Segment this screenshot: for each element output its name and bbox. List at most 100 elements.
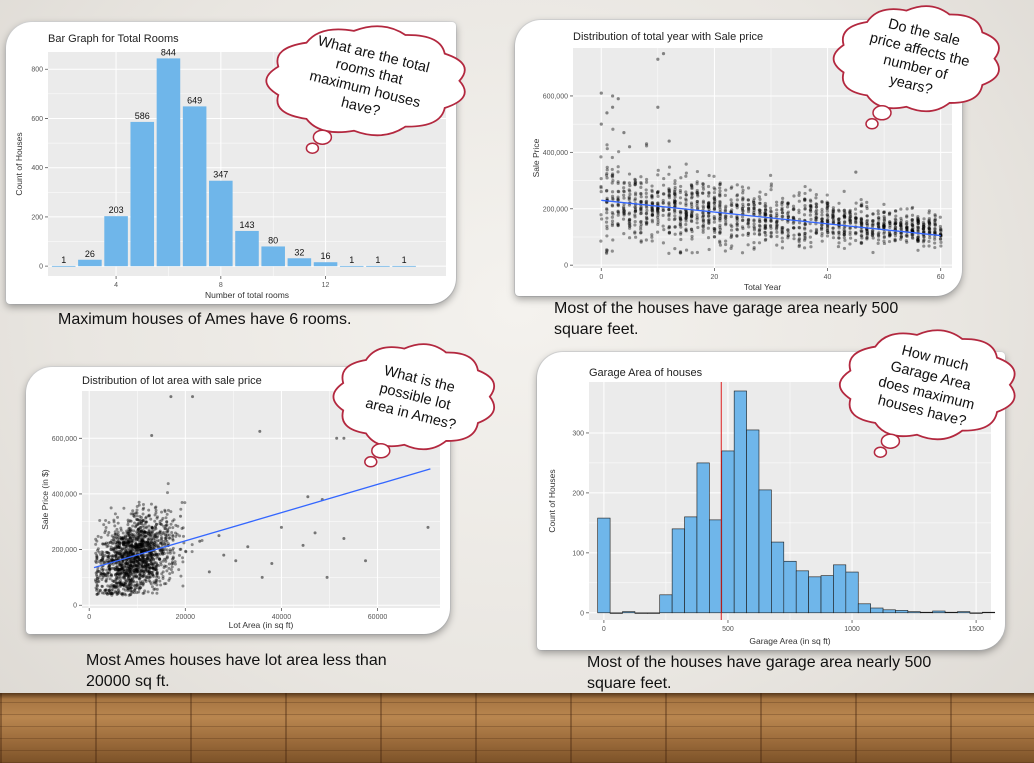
scatter-point	[165, 548, 169, 552]
scatter-point	[159, 541, 163, 545]
histogram-bar	[696, 462, 710, 614]
scatter-point	[169, 395, 173, 399]
scatter-point	[899, 227, 903, 231]
scatter-point	[133, 556, 137, 560]
scatter-point	[769, 219, 773, 223]
scatter-point	[110, 558, 114, 562]
scatter-point	[825, 213, 829, 217]
scatter-point	[116, 555, 120, 559]
scatter-point	[117, 562, 121, 566]
scatter-point	[927, 244, 931, 248]
scatter-point	[154, 527, 158, 531]
scatter-point	[135, 564, 139, 568]
scatter-point	[672, 199, 677, 204]
scatter-point	[156, 555, 160, 559]
scatter-point	[132, 544, 136, 548]
scatter-point	[894, 218, 898, 222]
scatter-point	[667, 225, 672, 230]
scatter-point	[129, 584, 133, 588]
scatter-point	[922, 244, 926, 248]
x-tick-label: 8	[219, 282, 223, 289]
scatter-point	[168, 576, 172, 580]
scatter-point	[123, 538, 127, 542]
scatter-point	[101, 542, 105, 546]
scatter-point	[133, 588, 137, 592]
scatter-point	[808, 188, 812, 192]
scatter-point	[684, 219, 688, 223]
scatter-point	[118, 567, 122, 571]
scatter-point	[639, 191, 643, 196]
scatter-point	[757, 228, 762, 232]
scatter-point	[882, 234, 886, 239]
scatter-point	[164, 516, 168, 520]
scatter-point	[905, 240, 909, 244]
scatter-point	[134, 557, 138, 561]
cloud-body	[332, 343, 496, 451]
scatter-point	[163, 564, 167, 568]
cloud-shape	[332, 343, 496, 468]
scatter-point	[746, 210, 751, 214]
scatter-point	[724, 242, 728, 247]
scatter-point	[809, 208, 813, 212]
scatter-point	[148, 570, 152, 574]
scatter-point	[130, 540, 134, 544]
scatter-point	[104, 591, 108, 595]
scatter-point	[101, 551, 105, 555]
scatter-point	[639, 239, 643, 243]
scatter-point	[122, 551, 126, 555]
scatter-point	[144, 568, 148, 572]
scatter-point	[146, 562, 150, 566]
scatter-point	[718, 182, 722, 186]
scatter-point	[837, 217, 841, 221]
scatter-point	[126, 575, 130, 579]
scatter-point	[155, 573, 159, 577]
scatter-point	[149, 533, 153, 537]
scatter-point	[672, 201, 677, 205]
scatter-point	[170, 570, 174, 574]
scatter-point	[148, 575, 152, 579]
scatter-point	[933, 218, 937, 222]
scatter-point	[695, 199, 699, 204]
x-tick-label: 1000	[844, 626, 860, 633]
scatter-point	[140, 564, 144, 568]
scatter-point	[119, 581, 123, 585]
scatter-point	[706, 214, 711, 218]
scatter-point	[916, 236, 920, 240]
y-axis-title: Sale Price	[531, 138, 541, 177]
scatter-point	[859, 218, 864, 222]
scatter-point	[786, 228, 790, 232]
scatter-point	[149, 546, 153, 550]
scatter-point	[114, 542, 118, 546]
scatter-point	[763, 230, 767, 235]
scatter-point	[137, 522, 141, 526]
scatter-point	[825, 206, 829, 210]
scatter-point	[701, 204, 705, 208]
scatter-point	[831, 216, 835, 220]
scatter-point	[803, 237, 807, 241]
scatter-point	[695, 180, 699, 184]
scatter-point	[123, 571, 127, 575]
scatter-point	[121, 583, 125, 587]
scatter-point	[938, 237, 943, 241]
scatter-point	[740, 251, 745, 255]
scatter-point	[803, 222, 807, 226]
scatter-point	[153, 506, 157, 510]
scatter-point	[102, 591, 106, 595]
scatter-point	[114, 582, 118, 586]
histogram-bar	[808, 576, 822, 614]
scatter-point	[141, 543, 145, 547]
scatter-point	[364, 559, 368, 563]
scatter-point	[933, 235, 937, 239]
scatter-point	[639, 240, 643, 244]
scatter-point	[133, 536, 137, 540]
scatter-point	[701, 223, 706, 227]
scatter-point	[888, 220, 892, 224]
scatter-point	[114, 567, 118, 571]
scatter-point	[718, 192, 722, 196]
scatter-point	[164, 557, 168, 561]
scatter-point	[118, 581, 122, 585]
scatter-point	[114, 553, 118, 557]
scatter-point	[831, 214, 836, 218]
scatter-point	[154, 522, 158, 526]
scatter-point	[130, 556, 134, 560]
